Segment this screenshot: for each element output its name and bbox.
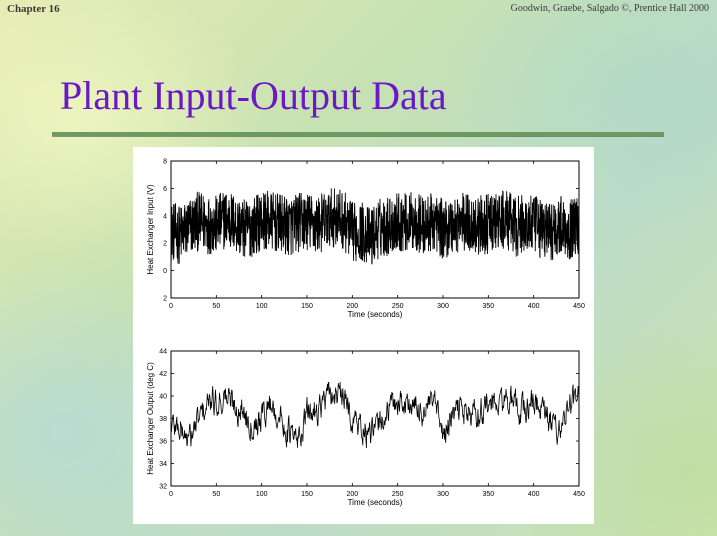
input-x-axis-label: Time (seconds) [348,310,403,319]
output-ytick-label: 36 [159,439,167,446]
output-xtick-label: 300 [437,491,449,498]
output-ytick-label: 38 [159,416,167,423]
input-xtick-label: 250 [392,303,404,310]
slide-title: Plant Input-Output Data [60,73,447,118]
figure-panel: 0 50 100 150 200 250 300 350 400 450 2 0 2 4 6 8 Time (s… [133,147,594,524]
output-plot-frame [170,350,580,487]
input-xtick-label: 450 [573,303,585,310]
input-xtick-label: 0 [169,303,173,310]
input-ytick-label: 6 [163,186,167,193]
input-xtick-label: 150 [301,303,313,310]
input-plot-frame [170,160,580,299]
input-series-line [170,188,580,265]
output-y-axis-label: Heat Exchanger Output (deg C) [146,362,155,475]
output-ytick-label: 44 [159,349,167,356]
input-xtick-label: 200 [346,303,358,310]
credit-label: Goodwin, Graebe, Salgado ©, Prentice Hal… [510,3,709,14]
output-ytick-label: 42 [159,371,167,378]
input-ytick-label: 0 [163,268,167,275]
output-xtick-label: 250 [392,491,404,498]
input-xtick-label: 100 [256,303,268,310]
input-y-axis-label: Heat Exchanger Input (V) [146,184,155,275]
output-xtick-label: 200 [346,491,358,498]
input-xtick-label: 350 [482,303,494,310]
output-xtick-label: 150 [301,491,313,498]
output-ytick-label: 32 [159,484,167,491]
output-xtick-label: 100 [256,491,268,498]
output-xtick-label: 0 [169,491,173,498]
chapter-label: Chapter 16 [7,3,60,15]
title-divider [52,132,664,136]
output-ytick-label: 40 [159,394,167,401]
output-xtick-label: 400 [528,491,540,498]
input-xtick-label: 400 [528,303,540,310]
input-xtick-label: 300 [437,303,449,310]
input-ytick-label: 2 [163,296,167,303]
input-xtick-label: 50 [212,303,220,310]
output-x-axis-label: Time (seconds) [348,498,403,507]
output-xtick-label: 50 [212,491,220,498]
output-series-line [170,381,580,449]
input-ytick-label: 8 [163,159,167,166]
output-xtick-label: 450 [573,491,585,498]
output-xtick-label: 350 [482,491,494,498]
input-ytick-label: 4 [163,213,167,220]
input-ytick-label: 2 [163,241,167,248]
output-ytick-label: 34 [159,461,167,468]
